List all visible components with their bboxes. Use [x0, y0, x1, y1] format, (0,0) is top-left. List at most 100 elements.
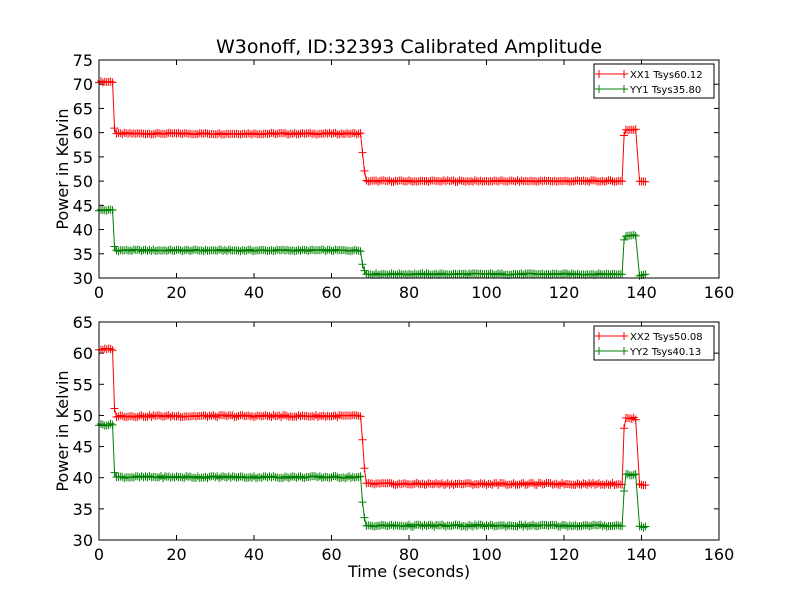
data-point [629, 413, 638, 422]
data-point [558, 478, 567, 487]
data-point [327, 412, 336, 421]
data-point [581, 479, 590, 488]
data-point [532, 177, 541, 186]
data-point [556, 522, 565, 531]
series-1 [95, 77, 650, 186]
data-point [220, 473, 229, 482]
series-1 [95, 344, 650, 490]
data-point [186, 472, 195, 481]
data-point [160, 412, 169, 421]
legend-label: YY1 Tsys35.80 [629, 85, 701, 96]
data-point [108, 206, 117, 215]
data-point [110, 124, 119, 133]
y-tick-label: 70 [73, 75, 93, 94]
data-point [372, 269, 381, 278]
data-point [623, 469, 632, 478]
y-tick-label: 30 [73, 531, 93, 550]
data-point [118, 411, 127, 420]
legend: XX2 Tsys50.08 YY2 Tsys40.13 [593, 325, 715, 361]
data-point [155, 411, 164, 420]
data-point [546, 479, 555, 488]
data-point [606, 176, 615, 185]
data-point [509, 176, 518, 185]
data-point [422, 522, 431, 531]
data-point [631, 470, 640, 479]
x-axis-label: Time (seconds) [347, 562, 470, 581]
data-point [447, 521, 456, 530]
data-point [620, 487, 629, 496]
data-point [261, 411, 270, 420]
data-point [199, 473, 208, 482]
data-point [232, 473, 241, 482]
data-point [639, 523, 648, 532]
data-point [271, 130, 280, 139]
data-point [354, 473, 363, 482]
data-point [346, 247, 355, 256]
data-point [281, 410, 289, 419]
data-point [315, 472, 324, 481]
data-point [577, 522, 586, 531]
data-point [108, 420, 117, 429]
legend-box [593, 63, 715, 99]
data-point [437, 520, 446, 529]
data-point [277, 413, 286, 422]
data-point [164, 411, 173, 420]
x-tick-label: 120 [549, 283, 580, 302]
data-point [108, 78, 117, 87]
data-point [385, 478, 394, 487]
data-point [304, 247, 313, 256]
data-point [96, 77, 105, 86]
data-point [414, 270, 423, 279]
data-point [352, 411, 361, 420]
data-point [360, 513, 369, 522]
y-axis-label: Power in Kelvin [53, 108, 72, 229]
data-point [344, 472, 353, 481]
data-point [573, 269, 582, 278]
y-tick-label: 45 [73, 438, 93, 457]
data-point [333, 413, 342, 422]
data-point [201, 129, 210, 138]
x-tick-label: 140 [626, 545, 657, 564]
data-point [160, 130, 169, 139]
data-point [594, 479, 603, 488]
data-point [401, 479, 410, 488]
data-point [583, 176, 592, 185]
data-point [360, 464, 369, 473]
data-point [546, 270, 555, 279]
data-point [114, 247, 123, 256]
data-point [468, 480, 477, 489]
data-point [631, 415, 640, 424]
data-point [405, 176, 413, 185]
data-point [412, 478, 421, 487]
data-point [178, 247, 187, 256]
data-point [552, 479, 561, 488]
data-point [238, 472, 247, 481]
data-point [480, 522, 489, 531]
data-point [519, 478, 528, 487]
data-point [594, 269, 603, 278]
legend-marker [595, 332, 603, 340]
legend-label: XX1 Tsys60.12 [630, 70, 703, 81]
data-point [449, 481, 458, 490]
data-point [296, 472, 305, 481]
data-point [358, 260, 367, 269]
data-point [387, 269, 396, 278]
data-point [503, 177, 512, 186]
data-point [350, 245, 359, 254]
data-point [585, 522, 594, 531]
data-point [149, 245, 158, 254]
data-point [195, 474, 204, 483]
legend-marker [595, 70, 603, 78]
data-point [250, 472, 258, 481]
data-point [329, 246, 338, 255]
data-point [424, 479, 433, 488]
chart-title: W3onoff, ID:32393 Calibrated Amplitude [216, 36, 602, 58]
data-point [591, 176, 599, 185]
plot-frame [98, 59, 720, 279]
top-panel: 0 20 40 60 80 100 120 140 160 30 35 40 45 50 55 60 65 70 7… [53, 51, 734, 302]
data-point [472, 521, 481, 530]
data-point [596, 520, 605, 529]
data-point [499, 479, 508, 488]
data-point [350, 473, 359, 482]
x-tick-label: 100 [471, 283, 502, 302]
